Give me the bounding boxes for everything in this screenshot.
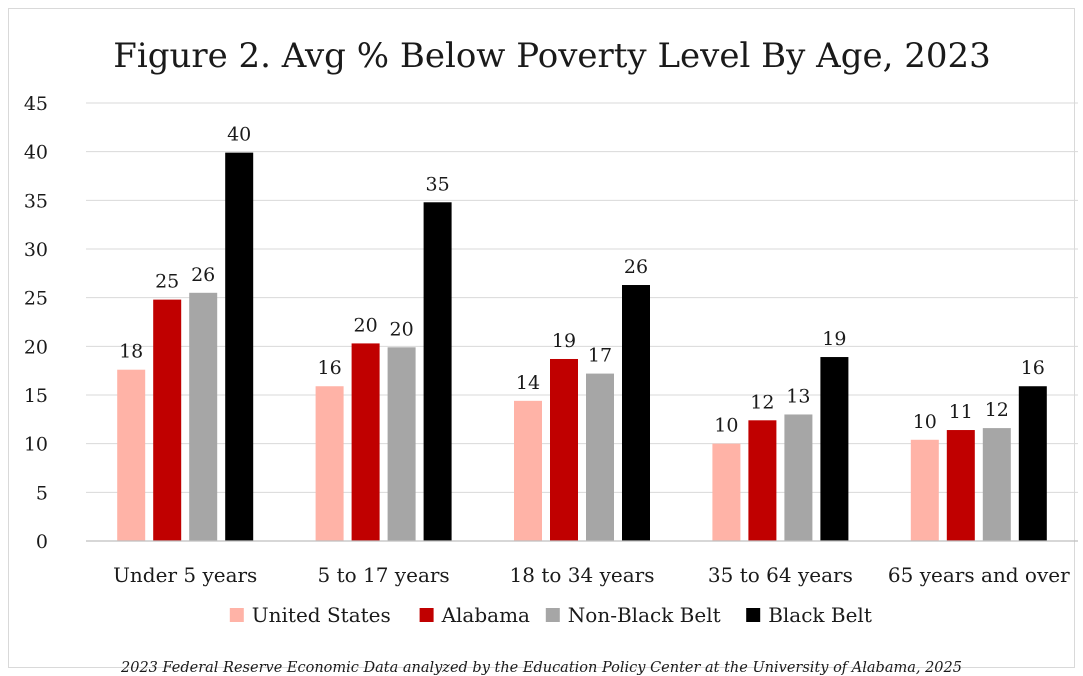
bar [550,358,578,541]
chart-frame [8,8,1075,668]
data-label: 19 [552,330,576,352]
bar [982,428,1011,541]
bar [315,386,344,541]
data-label: 12 [985,399,1009,421]
data-label: 18 [119,341,143,363]
y-tick-label: 25 [24,288,48,310]
bar [351,343,380,541]
bar [153,299,182,541]
bar [946,430,975,541]
y-tick-label: 30 [24,239,48,261]
y-tick-label: 5 [36,482,48,504]
x-tick-label: 35 to 64 years [708,563,853,587]
data-label: 12 [750,391,774,413]
legend-label: Non-Black Belt [568,603,721,627]
source-note: 2023 Federal Reserve Economic Data analy… [121,660,962,676]
data-label: 20 [354,314,378,336]
data-label: 10 [714,415,738,437]
x-tick-label: 18 to 34 years [510,563,655,587]
legend-swatch [545,608,560,622]
data-labels: 18 25 26 40 16 20 20 35 14 19 17 26 10 12 13 19 10 11 12 16 [119,124,1045,437]
bar [189,292,218,541]
legend-swatch [746,608,761,622]
bar [1018,386,1047,541]
bars [117,152,1047,541]
data-label: 17 [588,345,612,367]
chart-title: Figure 2. Avg % Below Poverty Level By A… [113,36,991,76]
data-label: 25 [155,271,179,293]
y-tick-label: 40 [24,142,48,164]
legend-label: Black Belt [768,603,872,627]
bar [748,420,777,541]
data-label: 10 [913,411,937,433]
data-label: 40 [227,124,251,146]
bar [514,400,542,541]
data-label: 13 [786,385,810,407]
data-label: 16 [318,357,342,379]
data-label: 19 [822,328,846,350]
y-tick-label: 35 [24,190,48,212]
legend-label: United States [252,603,391,627]
x-tick-label: 5 to 17 years [317,563,449,587]
bar [387,347,416,541]
legend-label: Alabama [441,603,530,627]
data-label: 26 [191,264,215,286]
axes: 0 5 10 15 20 25 30 35 40 45 Under 5 years 5 to 17 y… [24,93,1078,587]
bar [910,439,939,541]
data-label: 11 [949,401,973,423]
y-tick-label: 15 [24,385,48,407]
legend: United States Alabama Non-Black Belt Black … [229,603,872,627]
data-label: 14 [516,372,540,394]
data-label: 26 [624,256,648,278]
y-tick-label: 0 [36,531,48,553]
y-tick-label: 20 [24,336,48,358]
bar [712,443,741,541]
bar [622,285,650,541]
x-tick-label: 65 years and over [888,563,1070,587]
bar [225,152,254,541]
bar [586,373,614,541]
y-tick-label: 45 [24,93,48,115]
y-tick-label: 10 [24,434,48,456]
bar [820,357,849,541]
data-label: 20 [390,318,414,340]
data-label: 35 [426,173,450,195]
bar [423,202,452,541]
x-tick-label: Under 5 years [113,563,257,587]
legend-swatch [229,608,244,622]
data-label: 16 [1021,357,1045,379]
bar [117,369,146,541]
legend-swatch [419,608,434,622]
bar [784,414,813,541]
